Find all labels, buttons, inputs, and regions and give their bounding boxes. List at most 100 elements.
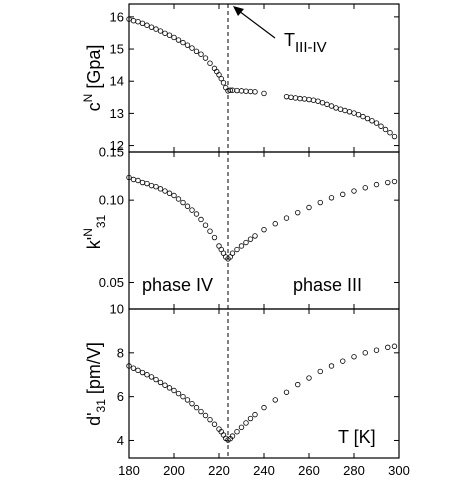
data-point-0-8 [162,30,168,36]
data-point-2-0 [126,363,132,369]
data-point-1-18 [207,228,213,234]
transition-arrow-head [233,6,244,16]
ytick-label-1-0: 0.05 [99,275,124,290]
data-point-0-34 [283,93,290,100]
data-point-0-19 [211,65,218,72]
data-point-0-17 [202,55,209,61]
data-point-1-35 [295,209,301,216]
panel-top-frame [128,3,400,153]
data-point-0-32 [252,89,258,95]
ytick-label-2-2: 8 [117,345,124,360]
data-point-1-41 [362,185,368,191]
ytick-label-1-2: 0.15 [99,145,124,160]
data-point-0-10 [171,34,177,41]
data-markers [126,16,398,443]
data-point-2-18 [207,416,213,423]
data-point-2-31 [252,411,258,418]
data-point-1-19 [211,234,218,241]
data-point-2-12 [180,393,186,400]
data-point-0-24 [223,84,229,91]
panel-middle-ylabel-sup: N [81,228,95,237]
transition-label: TIII-IV [284,30,327,56]
data-point-0-20 [214,68,220,75]
data-point-1-40 [351,188,357,194]
data-point-1-10 [171,192,177,199]
data-point-2-36 [306,375,312,381]
data-point-2-17 [202,412,209,419]
data-point-2-2 [135,367,141,374]
transition-label-sub: III-IV [295,39,327,56]
data-point-0-51 [360,113,366,120]
data-point-2-22 [220,432,227,438]
data-point-2-39 [340,358,346,364]
data-point-0-33 [261,90,267,97]
data-point-2-30 [247,415,254,422]
panel-top-ylabel-main: c [84,102,104,111]
data-point-1-29 [243,239,249,246]
data-point-1-16 [198,216,204,223]
data-point-2-1 [130,365,137,371]
data-point-0-38 [301,96,308,102]
xtick-label-0: 180 [118,463,140,478]
data-point-0-5 [148,24,155,30]
data-point-0-35 [288,94,294,101]
data-point-0-15 [193,48,200,54]
data-point-0-58 [391,133,398,140]
data-point-2-43 [385,344,391,351]
data-point-2-40 [351,354,357,360]
data-point-2-35 [295,381,301,388]
data-point-0-42 [319,100,326,106]
data-point-2-41 [362,350,368,356]
data-point-0-36 [292,95,299,101]
data-point-1-14 [189,207,195,213]
panel-top-ylabel-sup: N [81,94,95,103]
axis-ticks: 12 13 14 15 16 0.05 0.10 0.15 4 6 8 10 180 200 220 240 2… [99,4,410,478]
data-point-1-32 [261,226,267,233]
transition-label-main: T [284,30,295,50]
xtick-label-2: 220 [208,463,230,478]
data-point-0-11 [175,37,182,43]
data-point-1-0 [126,174,132,181]
data-point-0-6 [153,26,159,32]
xtick-label-1: 200 [163,463,185,478]
panel-bottom-ylabel: d'31 [pm/V] [84,342,108,426]
panel-middle-ylabel: k'N31 [81,214,108,249]
data-point-2-10 [171,387,177,394]
data-point-0-54 [373,120,380,126]
data-point-1-2 [135,177,141,184]
phase-iv-label: phase IV [142,275,213,295]
data-point-0-18 [207,60,213,66]
data-point-0-39 [306,96,312,103]
data-point-0-12 [180,39,186,46]
data-point-2-14 [189,400,195,407]
data-point-1-44 [391,178,398,185]
data-point-2-37 [317,368,323,375]
panel-bottom-ylabel-main: d' [84,412,104,425]
ytick-label-2-3: 10 [110,302,124,317]
data-point-0-3 [139,20,146,27]
data-point-0-45 [333,105,339,111]
data-point-0-14 [189,45,195,51]
data-point-1-15 [193,211,200,217]
data-point-0-9 [166,32,173,38]
data-point-0-4 [144,22,150,28]
data-point-0-44 [328,103,335,109]
ytick-label-0-3: 15 [110,42,124,57]
ytick-label-0-0: 12 [110,138,124,153]
data-point-1-13 [184,203,191,209]
xtick-label-4: 260 [298,463,320,478]
data-point-2-15 [193,404,200,411]
transition-arrow-line [238,10,276,39]
ytick-label-1-1: 0.10 [99,193,124,208]
data-point-1-1 [130,176,137,183]
data-point-0-57 [387,129,393,136]
panel-middle-ylabel-sub: 31 [94,214,108,228]
data-point-1-42 [373,181,380,188]
data-point-0-28 [234,87,240,94]
data-point-2-7 [157,379,164,386]
x-axis-label: T [K] [338,427,376,447]
data-point-0-52 [364,115,371,122]
data-point-1-34 [283,215,290,221]
data-point-2-3 [139,369,146,376]
data-point-0-0 [126,16,132,22]
